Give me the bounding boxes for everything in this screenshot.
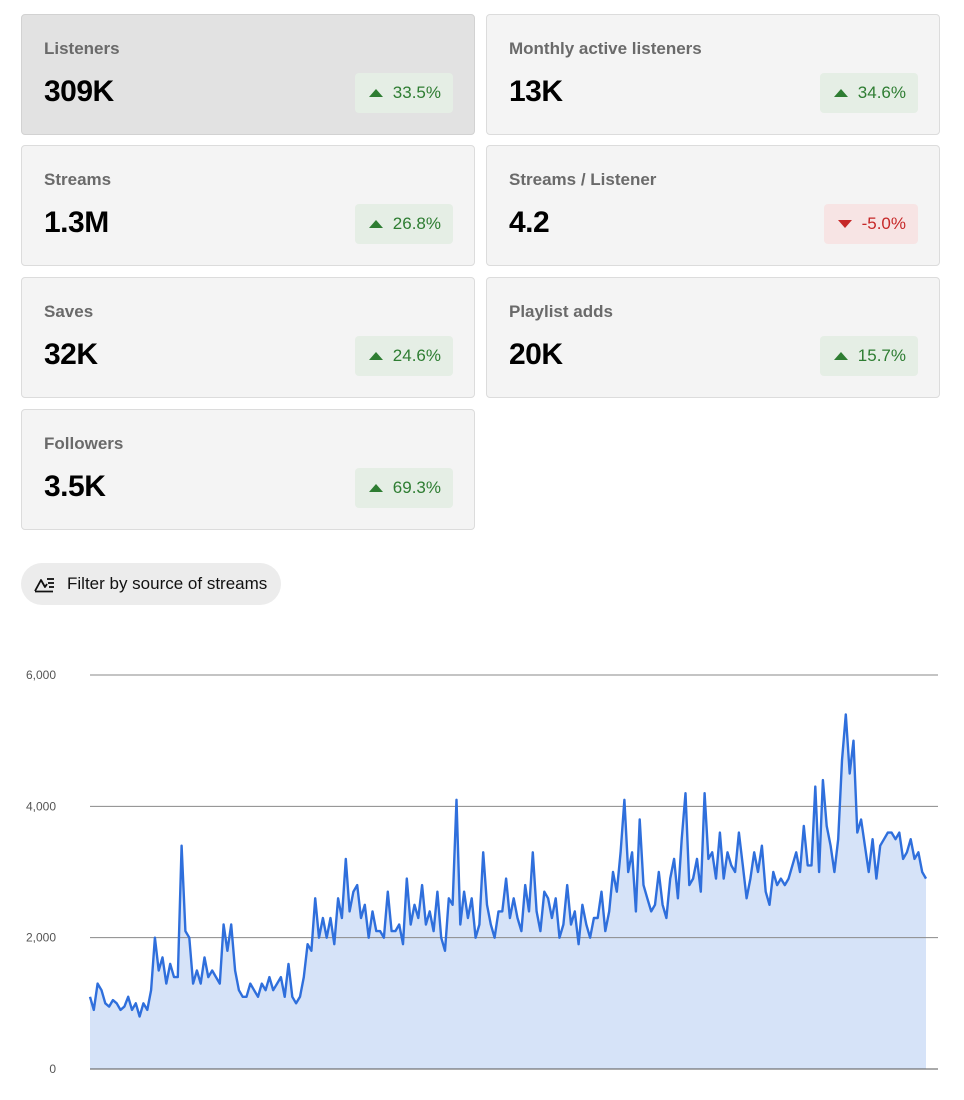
change-value: 34.6% xyxy=(857,83,906,102)
y-tick-label: 6,000 xyxy=(26,668,56,682)
metric-label: Playlist adds xyxy=(509,302,613,321)
metric-label: Followers xyxy=(44,434,124,453)
change-value: 15.7% xyxy=(857,346,906,365)
change-value: 24.6% xyxy=(392,346,441,365)
metric-label: Streams / Listener xyxy=(509,170,657,189)
trend-icon xyxy=(837,220,852,228)
series-line xyxy=(88,713,928,1018)
change-badge: 26.8% xyxy=(354,204,453,244)
trend-icon xyxy=(368,484,383,492)
change-value: 69.3% xyxy=(392,478,441,497)
trend-icon xyxy=(833,89,848,97)
metric-label: Saves xyxy=(44,302,94,321)
change-badge: 33.5% xyxy=(354,73,453,113)
metric-card-followers[interactable]: Followers 3.5K 69.3% xyxy=(21,409,475,530)
change-value: 26.8% xyxy=(392,214,441,233)
metric-value: 32K xyxy=(44,338,98,371)
change-value: -5.0% xyxy=(861,214,906,233)
metric-label: Streams xyxy=(44,170,112,189)
change-badge: 15.7% xyxy=(819,336,918,376)
change-badge: 34.6% xyxy=(819,73,918,113)
y-tick-label: 2,000 xyxy=(26,931,56,945)
metric-card-playlist-adds[interactable]: Playlist adds 20K 15.7% xyxy=(486,277,940,398)
change-value: 33.5% xyxy=(392,83,441,102)
metric-value: 13K xyxy=(509,75,563,108)
filter-source-button[interactable]: Filter by source of streams xyxy=(21,563,282,605)
trend-icon xyxy=(833,352,848,360)
metric-card-streams[interactable]: Streams 1.3M 26.8% xyxy=(21,145,475,266)
y-tick-label: 4,000 xyxy=(26,799,56,813)
y-tick-label: 0 xyxy=(49,1062,56,1076)
metric-card-saves[interactable]: Saves 32K 24.6% xyxy=(21,277,475,398)
metric-value: 3.5K xyxy=(44,470,106,503)
metric-card-monthly-active-listeners[interactable]: Monthly active listeners 13K 34.6% xyxy=(486,14,940,135)
trend-icon xyxy=(368,352,383,360)
series-area xyxy=(90,714,926,1069)
metric-value: 1.3M xyxy=(44,206,109,239)
metric-card-listeners[interactable]: Listeners 309K 33.5% xyxy=(21,14,475,135)
metric-card-streams-per-listener[interactable]: Streams / Listener 4.2 -5.0% xyxy=(486,145,940,266)
streams-area-chart: 0 2,000 4,000 6,000 xyxy=(26,668,938,1076)
trend-icon xyxy=(368,220,383,228)
metric-value: 309K xyxy=(44,75,114,108)
change-badge: -5.0% xyxy=(823,204,918,244)
metric-value: 20K xyxy=(509,338,563,371)
metric-label: Monthly active listeners xyxy=(509,39,702,58)
change-badge: 69.3% xyxy=(354,468,453,508)
trend-icon xyxy=(368,89,383,97)
filter-source-label: Filter by source of streams xyxy=(67,574,268,593)
filter-source-icon xyxy=(33,574,55,594)
metric-label: Listeners xyxy=(44,39,120,58)
metric-value: 4.2 xyxy=(509,206,550,239)
change-badge: 24.6% xyxy=(354,336,453,376)
